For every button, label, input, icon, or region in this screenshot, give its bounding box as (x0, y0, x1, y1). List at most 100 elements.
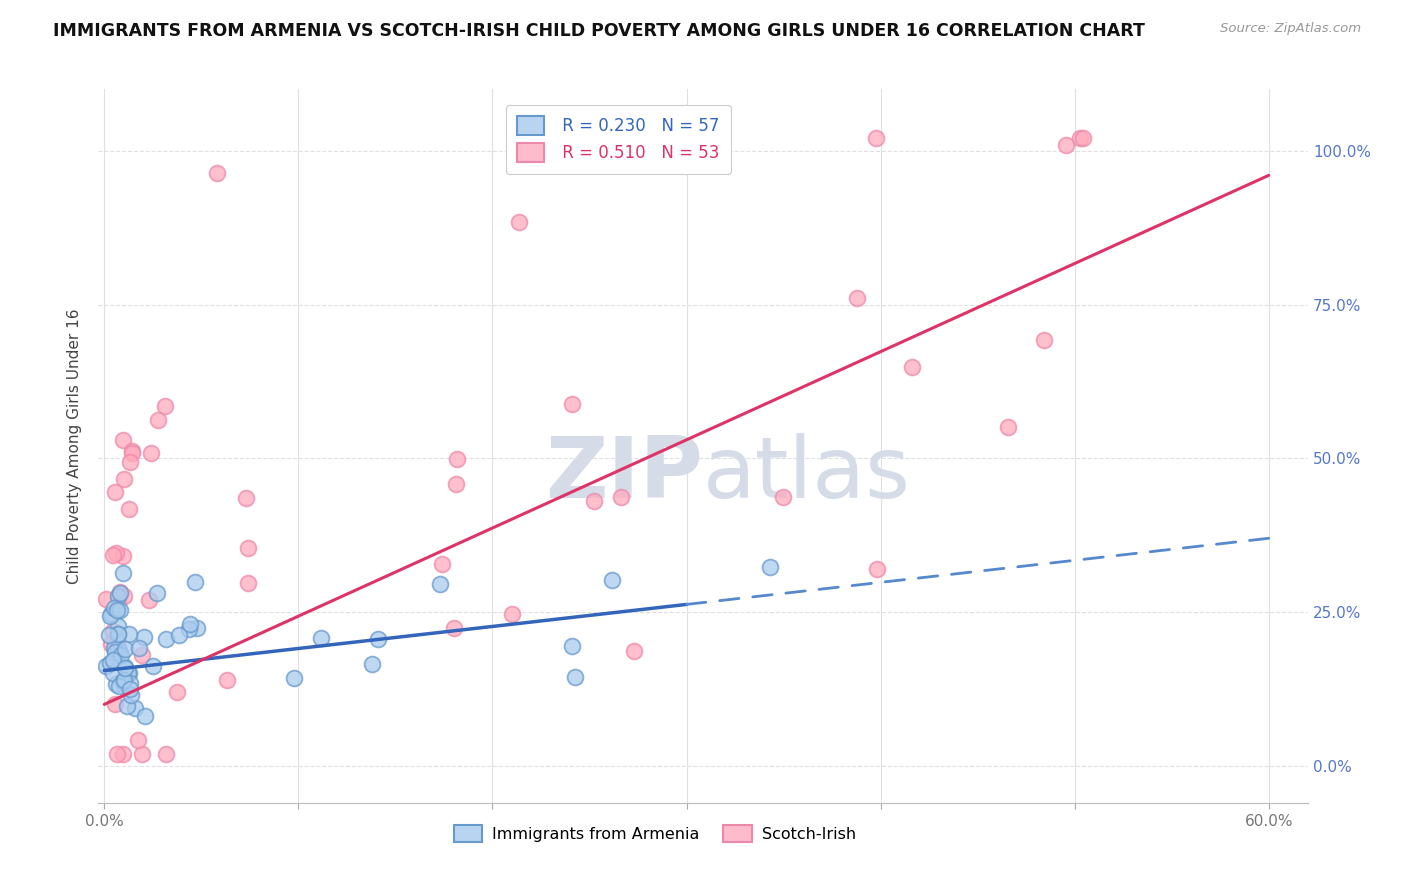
Point (104, 545, 127, 559)
Point (179, 617, 201, 632)
Point (97, 628, 120, 642)
Point (561, 397, 583, 411)
Point (101, 665, 124, 680)
Point (112, 433, 135, 447)
Point (1071, 131, 1094, 145)
Point (139, 445, 162, 459)
Point (107, 640, 129, 655)
Legend: Immigrants from Armenia, Scotch-Irish: Immigrants from Armenia, Scotch-Irish (447, 818, 862, 848)
Point (430, 557, 453, 571)
Point (215, 673, 238, 688)
Point (107, 590, 129, 604)
Point (120, 688, 142, 702)
Point (600, 573, 623, 587)
Point (583, 494, 606, 508)
Point (134, 709, 156, 723)
Point (142, 659, 165, 673)
Y-axis label: Child Poverty Among Girls Under 16: Child Poverty Among Girls Under 16 (67, 309, 83, 583)
Point (309, 631, 332, 645)
Point (103, 600, 125, 615)
Point (110, 603, 132, 617)
Point (105, 747, 128, 761)
Point (112, 566, 135, 581)
Point (98, 656, 121, 670)
Point (610, 491, 633, 505)
Point (132, 630, 155, 644)
Point (138, 593, 160, 607)
Point (103, 548, 125, 562)
Point (235, 491, 257, 505)
Point (103, 624, 125, 639)
Point (112, 747, 135, 761)
Point (100, 637, 122, 651)
Point (108, 644, 131, 658)
Point (118, 502, 141, 516)
Point (112, 589, 135, 603)
Point (111, 673, 134, 688)
Point (865, 131, 887, 145)
Point (1054, 138, 1077, 153)
Point (153, 399, 176, 413)
Point (1032, 333, 1054, 347)
Point (564, 670, 586, 684)
Point (997, 420, 1019, 434)
Point (561, 639, 583, 653)
Point (108, 679, 131, 693)
Point (128, 640, 150, 655)
Point (186, 621, 208, 635)
Point (110, 648, 132, 662)
Point (107, 626, 129, 640)
Point (443, 621, 465, 635)
Point (146, 585, 169, 599)
Text: atlas: atlas (703, 433, 911, 516)
Point (108, 585, 131, 599)
Point (107, 593, 129, 607)
Point (117, 665, 139, 680)
Point (127, 732, 149, 747)
Point (866, 562, 889, 576)
Point (108, 585, 131, 599)
Point (367, 632, 389, 646)
Point (118, 626, 141, 640)
Point (1069, 131, 1091, 145)
Point (446, 477, 468, 491)
Point (105, 603, 128, 617)
Point (114, 642, 136, 657)
Point (508, 215, 530, 229)
Point (361, 657, 384, 672)
Point (118, 676, 141, 690)
Point (103, 640, 125, 655)
Point (112, 549, 135, 563)
Text: Source: ZipAtlas.com: Source: ZipAtlas.com (1220, 22, 1361, 36)
Point (117, 666, 139, 681)
Point (283, 671, 305, 685)
Point (131, 648, 153, 663)
Point (155, 632, 177, 646)
Point (96, 658, 118, 673)
Point (121, 446, 143, 460)
Point (429, 577, 451, 591)
Point (100, 607, 122, 621)
Point (501, 607, 523, 621)
Point (115, 699, 138, 714)
Point (104, 697, 127, 711)
Point (114, 660, 136, 674)
Point (107, 619, 129, 633)
Point (112, 472, 135, 486)
Point (111, 673, 134, 688)
Text: IMMIGRANTS FROM ARMENIA VS SCOTCH-IRISH CHILD POVERTY AMONG GIRLS UNDER 16 CORRE: IMMIGRANTS FROM ARMENIA VS SCOTCH-IRISH … (53, 22, 1146, 40)
Point (104, 644, 127, 658)
Point (236, 575, 259, 590)
Point (124, 701, 146, 715)
Point (105, 677, 128, 691)
Point (114, 660, 136, 674)
Text: ZIP: ZIP (546, 433, 703, 516)
Point (183, 575, 205, 590)
Point (121, 443, 143, 458)
Point (167, 628, 190, 642)
Point (98, 609, 121, 624)
Point (131, 747, 153, 761)
Point (446, 451, 468, 466)
Point (772, 490, 794, 504)
Point (118, 455, 141, 469)
